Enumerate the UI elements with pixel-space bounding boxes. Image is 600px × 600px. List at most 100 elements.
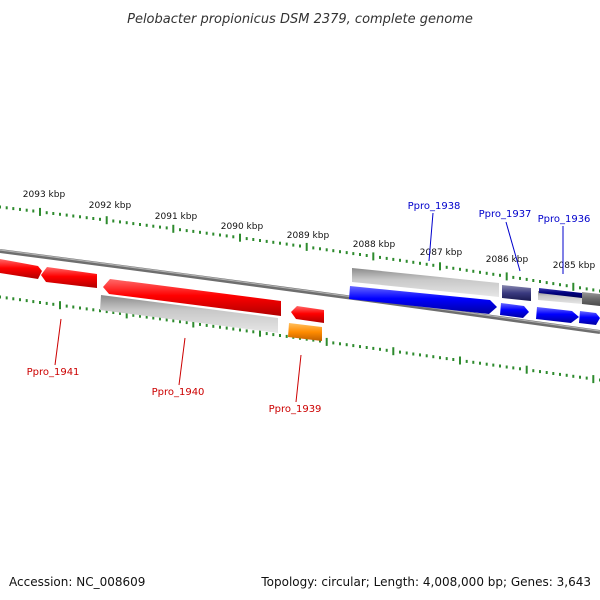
minor-tick xyxy=(399,258,401,262)
minor-tick xyxy=(359,253,361,256)
gene-label-ppro-1938[interactable]: Ppro_1938 xyxy=(408,201,461,212)
minor-tick xyxy=(252,238,255,241)
minor-tick xyxy=(145,315,148,319)
minor-tick xyxy=(165,226,168,230)
gene-ppro-1936-feature[interactable] xyxy=(539,288,582,298)
gene-labels: Ppro_1938 Ppro_1937 Ppro_1936 Ppro_1941 … xyxy=(27,201,591,415)
gene-forward-partial[interactable] xyxy=(579,311,600,325)
minor-tick xyxy=(572,374,575,378)
minor-tick xyxy=(152,316,155,320)
minor-tick xyxy=(485,271,488,275)
minor-tick xyxy=(279,334,281,337)
minor-tick xyxy=(65,304,68,308)
minor-tick xyxy=(65,213,68,217)
minor-tick xyxy=(199,322,201,326)
minor-tick xyxy=(419,353,421,357)
minor-tick xyxy=(339,342,341,346)
upper-tick-row xyxy=(0,205,600,293)
minor-tick xyxy=(19,298,21,302)
minor-tick xyxy=(99,309,101,313)
gene-label-ppro-1939[interactable]: Ppro_1939 xyxy=(269,404,322,415)
minor-tick xyxy=(352,344,355,348)
minor-tick xyxy=(539,370,541,374)
topology-label: Topology: circular; Length: 4,008,000 bp… xyxy=(260,575,591,589)
leader-line xyxy=(178,337,186,386)
gene-ppro-1939-feature[interactable] xyxy=(288,323,322,341)
minor-tick xyxy=(399,350,401,354)
gene-ppro-1940-feature[interactable] xyxy=(100,295,278,333)
minor-tick xyxy=(5,296,8,300)
minor-tick xyxy=(145,223,148,227)
minor-tick xyxy=(32,209,35,213)
major-tick xyxy=(372,252,375,261)
minor-tick xyxy=(45,301,48,305)
minor-tick xyxy=(152,224,155,228)
tick-label: 2092 kbp xyxy=(89,201,132,211)
genome-backbone xyxy=(0,249,600,334)
minor-tick xyxy=(199,230,201,234)
minor-tick xyxy=(32,300,35,304)
minor-tick xyxy=(179,228,181,232)
gene-ppro-1937[interactable] xyxy=(500,303,529,318)
minor-tick xyxy=(312,338,315,342)
gene-label-ppro-1941[interactable]: Ppro_1941 xyxy=(27,367,80,378)
gene-label-ppro-1936[interactable]: Ppro_1936 xyxy=(538,214,591,225)
gene-ppro-1940[interactable] xyxy=(103,279,281,316)
minor-tick xyxy=(332,341,335,345)
minor-tick xyxy=(212,324,215,328)
gene-label-ppro-1937[interactable]: Ppro_1937 xyxy=(479,209,532,220)
minor-tick xyxy=(285,242,288,246)
minor-tick xyxy=(185,321,188,325)
minor-tick xyxy=(239,328,241,332)
minor-tick xyxy=(492,272,495,276)
major-tick xyxy=(105,216,108,225)
minor-tick xyxy=(512,275,515,279)
major-tick xyxy=(392,347,395,356)
gene-ppro-1941[interactable] xyxy=(41,267,97,288)
minor-tick xyxy=(519,276,521,280)
gene-label-ppro-1940[interactable]: Ppro_1940 xyxy=(152,387,205,398)
minor-tick xyxy=(385,348,388,352)
minor-tick xyxy=(405,259,408,263)
gene-ppro-1939[interactable] xyxy=(291,306,324,323)
gene-ppro-1937-feature[interactable] xyxy=(502,285,531,301)
minor-tick xyxy=(112,311,115,314)
gene-ppro-1936[interactable] xyxy=(536,307,579,323)
minor-tick xyxy=(472,360,475,364)
minor-tick xyxy=(512,366,515,370)
gene-ppro-1938[interactable] xyxy=(349,286,497,314)
minor-tick xyxy=(39,301,41,304)
leader-line xyxy=(54,318,62,366)
major-tick xyxy=(325,337,328,346)
lower-tick-row xyxy=(0,295,600,384)
minor-tick xyxy=(565,284,568,288)
scale-labels: 2093 kbp 2092 kbp 2091 kbp 2090 kbp 2089… xyxy=(23,190,596,271)
minor-tick xyxy=(72,214,75,218)
minor-tick xyxy=(539,280,541,283)
minor-tick xyxy=(312,246,315,250)
tick-label: 2093 kbp xyxy=(23,190,66,200)
minor-tick xyxy=(485,362,488,366)
minor-tick xyxy=(0,295,1,299)
minor-tick xyxy=(265,239,268,243)
minor-tick xyxy=(445,265,448,269)
minor-tick xyxy=(379,255,381,259)
minor-tick xyxy=(119,220,121,224)
minor-tick xyxy=(205,323,208,327)
leader-line xyxy=(295,354,302,403)
minor-tick xyxy=(232,327,235,331)
minor-tick xyxy=(139,223,141,226)
major-tick xyxy=(505,272,508,281)
minor-tick xyxy=(285,334,288,338)
minor-tick xyxy=(159,225,161,229)
minor-tick xyxy=(325,248,328,252)
minor-tick xyxy=(219,325,221,329)
minor-tick xyxy=(19,207,21,211)
minor-tick xyxy=(305,337,308,341)
major-tick xyxy=(459,356,461,365)
leader-line xyxy=(428,212,434,262)
page-title: Pelobacter propionicus DSM 2379, complet… xyxy=(127,12,473,27)
gene-reverse-partial[interactable] xyxy=(0,259,42,279)
minor-tick xyxy=(439,356,441,360)
tick-label: 2085 kbp xyxy=(553,261,596,271)
